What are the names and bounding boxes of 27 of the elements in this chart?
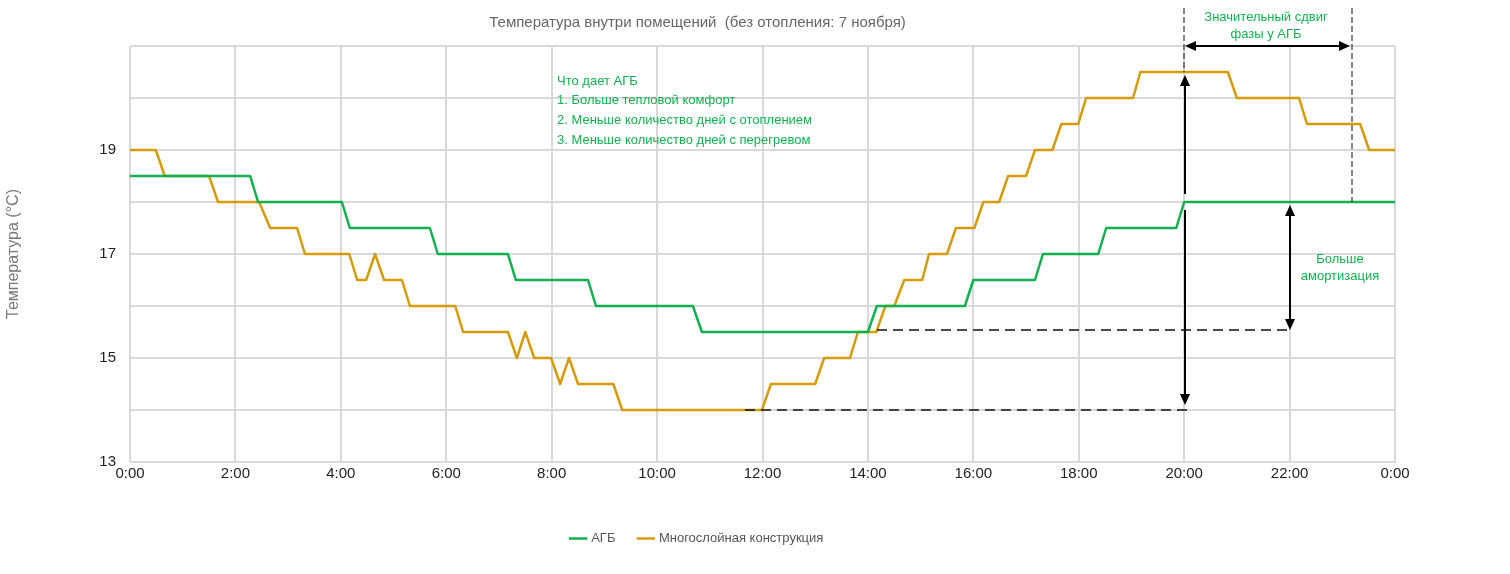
x-tick-label: 18:00 bbox=[1059, 464, 1098, 482]
y-tick-label: 13 bbox=[99, 452, 116, 470]
annotation: 1. Больше тепловой комфорт bbox=[557, 92, 736, 108]
chart-title: Температура внутри помещений (без отопления: 7 ноября) bbox=[489, 13, 906, 31]
y-tick-label: 19 bbox=[99, 140, 116, 158]
x-tick-label: 16:00 bbox=[954, 464, 993, 482]
legend-label: АГБ bbox=[591, 530, 616, 546]
y-tick-label: 15 bbox=[99, 348, 116, 366]
y-axis-title: Температура (°C) bbox=[4, 189, 22, 319]
x-tick-label: 22:00 bbox=[1270, 464, 1309, 482]
x-tick-label: 10:00 bbox=[638, 464, 676, 482]
x-tick-label: 4:00 bbox=[326, 464, 356, 482]
legend-label: Многослойная конструкция bbox=[658, 530, 824, 546]
annotation: 2. Меньше количество дней с отоплением bbox=[557, 112, 812, 128]
x-tick-label: 2:00 bbox=[220, 464, 251, 482]
y-tick-label: 17 bbox=[99, 244, 116, 262]
annotation: Больше амортизация bbox=[1299, 250, 1381, 284]
text: Значительный сдвиг фазы у АГБ bbox=[1203, 8, 1329, 42]
annotation: Что дает АГБ bbox=[557, 73, 638, 89]
x-tick-label: 14:00 bbox=[849, 464, 887, 482]
x-tick-label: 8:00 bbox=[537, 464, 567, 482]
x-tick-label: 0:00 bbox=[115, 464, 145, 482]
x-tick-label: 0:00 bbox=[1380, 464, 1410, 482]
x-tick-label: 20:00 bbox=[1165, 464, 1203, 482]
x-tick-label: 12:00 bbox=[743, 464, 782, 482]
x-tick-label: 6:00 bbox=[431, 464, 461, 482]
annotation: 3. Меньше количество дней с перегревом bbox=[557, 132, 811, 148]
